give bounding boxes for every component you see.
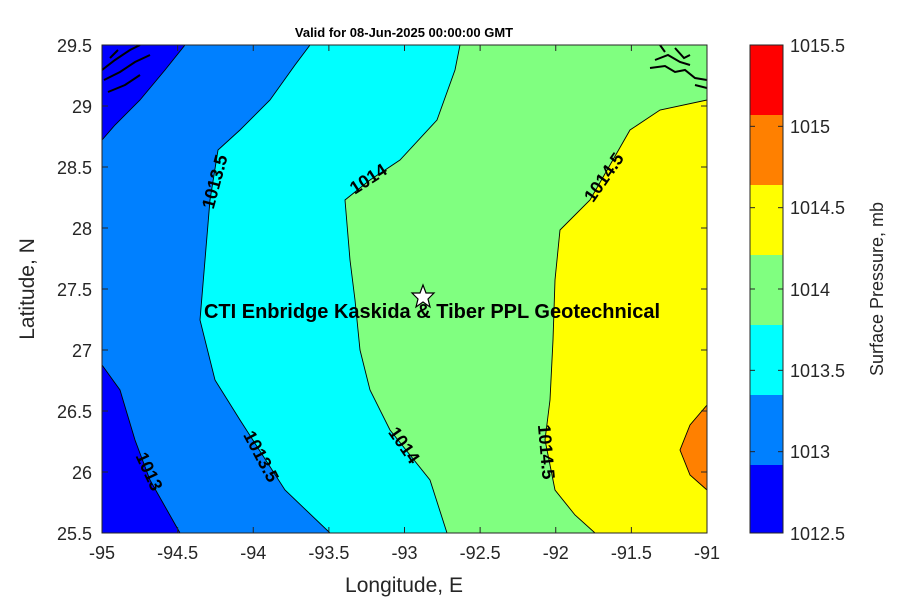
band-1012-5-top [102, 45, 185, 140]
contour-fill-layer: 1013.5 1014 1014.5 1013.5 1014 1014.5 10… [102, 45, 707, 533]
chart-title: Valid for 08-Jun-2025 00:00:00 GMT [295, 25, 513, 40]
star-icon [410, 283, 436, 309]
colorbar-segment [750, 185, 783, 255]
x-tick-label: -93 [391, 543, 417, 563]
y-axis-label: Latitude, N [16, 238, 39, 340]
coastline [102, 45, 707, 93]
colorbar: 1015.5 1015 1014.5 1014 1013.5 1013 1012… [749, 36, 887, 544]
x-tick-label: -94.5 [157, 543, 198, 563]
colorbar-segment [750, 255, 783, 325]
colorbar-tick-label: 1014 [790, 280, 830, 300]
x-tick-label: -95 [89, 543, 115, 563]
colorbar-tick-label: 1013 [790, 442, 830, 462]
x-tick-label: -92 [543, 543, 569, 563]
band-1015 [680, 405, 707, 490]
colorbar-tick-label: 1015.5 [790, 36, 845, 56]
x-tick-label: -91.5 [611, 543, 652, 563]
y-tick-label: 27.5 [57, 280, 92, 300]
y-tick-label: 29 [72, 97, 92, 117]
colorbar-segment [750, 45, 783, 115]
contour-label-1014-5-lower: 1014.5 [534, 424, 559, 481]
colorbar-tick-label: 1012.5 [790, 524, 845, 544]
colorbar-segment [750, 465, 783, 533]
y-tick-label: 28.5 [57, 158, 92, 178]
x-tick-label: -91 [694, 543, 720, 563]
y-tick-label: 26.5 [57, 402, 92, 422]
x-tick-label: -94 [240, 543, 266, 563]
band-1013 [102, 45, 330, 533]
colorbar-tick-label: 1015 [790, 117, 830, 137]
colorbar-tick-label: 1013.5 [790, 361, 845, 381]
contour-lines [102, 45, 707, 533]
site-label: CTI Enbridge Kaskida & Tiber PPL Geotech… [204, 301, 660, 323]
x-tick-label: -92.5 [460, 543, 501, 563]
x-axis: -95 -94.5 -94 -93.5 -93 -92.5 -92 -91.5 … [89, 45, 720, 597]
y-tick-label: 28 [72, 219, 92, 239]
colorbar-segment [750, 115, 783, 185]
y-tick-label: 25.5 [57, 524, 92, 544]
x-axis-label: Longitude, E [345, 574, 463, 597]
colorbar-tick-label: 1014.5 [790, 198, 845, 218]
y-tick-label: 29.5 [57, 36, 92, 56]
x-tick-label: -93.5 [308, 543, 349, 563]
band-1012-5-bottom [102, 365, 180, 533]
colorbar-label: Surface Pressure, mb [867, 202, 887, 376]
site-marker: CTI Enbridge Kaskida & Tiber PPL Geotech… [204, 283, 660, 323]
y-axis: 29.5 29 28.5 28 27.5 27 26.5 26 25.5 Lat… [16, 36, 707, 544]
colorbar-segment [750, 325, 783, 395]
y-tick-label: 27 [72, 341, 92, 361]
colorbar-segment [750, 395, 783, 465]
y-tick-label: 26 [72, 463, 92, 483]
